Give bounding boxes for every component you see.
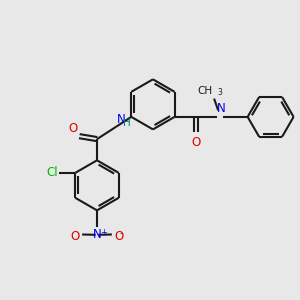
Text: N: N	[93, 228, 101, 241]
Text: Cl: Cl	[46, 166, 58, 179]
Text: O: O	[70, 230, 80, 243]
Text: 3: 3	[218, 88, 223, 97]
Text: H: H	[123, 118, 131, 128]
Text: O: O	[191, 136, 200, 149]
Text: O: O	[114, 230, 124, 243]
Text: -: -	[120, 230, 123, 238]
Text: N: N	[116, 112, 125, 126]
Text: N: N	[217, 101, 226, 115]
Text: +: +	[100, 228, 107, 237]
Text: CH: CH	[197, 86, 213, 96]
Text: O: O	[69, 122, 78, 135]
